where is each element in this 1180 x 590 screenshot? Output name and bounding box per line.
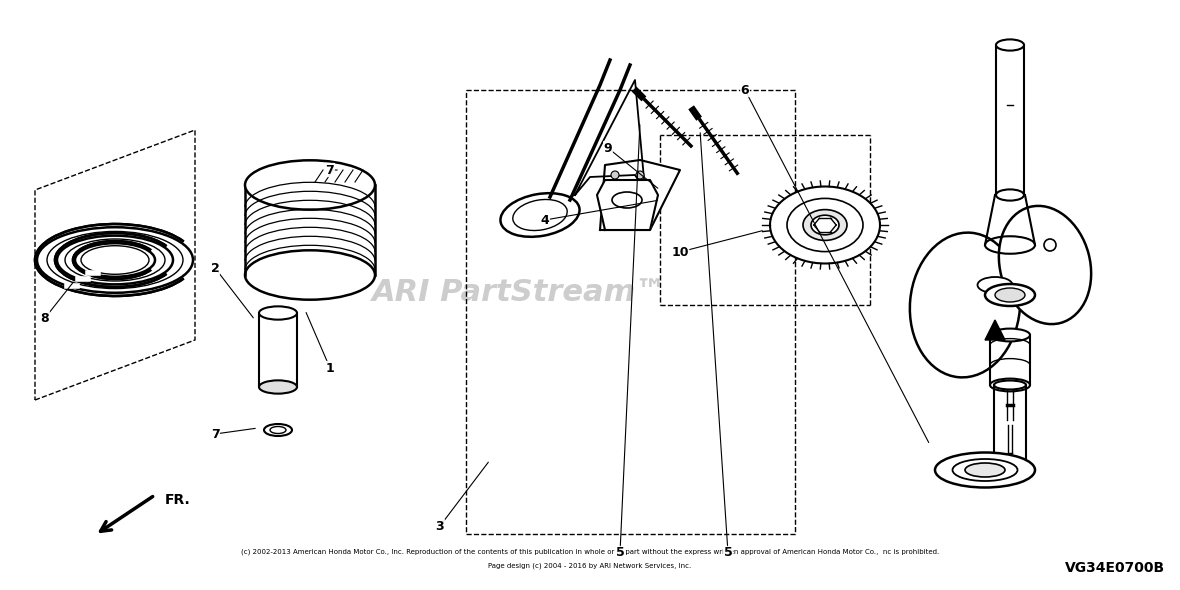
Text: 8: 8 — [40, 312, 50, 325]
Ellipse shape — [935, 453, 1035, 487]
Text: 7: 7 — [326, 163, 334, 176]
Polygon shape — [985, 320, 1005, 340]
Ellipse shape — [245, 160, 375, 209]
Ellipse shape — [977, 277, 1012, 293]
Polygon shape — [597, 180, 658, 230]
Text: 9: 9 — [604, 142, 612, 155]
Text: ARI PartStream™: ARI PartStream™ — [372, 277, 667, 307]
Text: 5: 5 — [723, 546, 733, 559]
Ellipse shape — [910, 232, 1021, 378]
Text: 3: 3 — [435, 520, 445, 533]
Text: VG34E0700B: VG34E0700B — [1064, 561, 1165, 575]
Ellipse shape — [258, 306, 297, 320]
Ellipse shape — [965, 463, 1005, 477]
Text: FR.: FR. — [165, 493, 191, 507]
Text: (c) 2002-2013 American Honda Motor Co., Inc. Reproduction of the contents of thi: (c) 2002-2013 American Honda Motor Co., … — [241, 549, 939, 555]
Text: 6: 6 — [741, 84, 749, 97]
Ellipse shape — [994, 381, 1025, 389]
Text: 1: 1 — [326, 362, 334, 375]
Polygon shape — [599, 160, 680, 230]
Ellipse shape — [612, 192, 642, 208]
Circle shape — [636, 171, 644, 179]
Ellipse shape — [811, 215, 839, 235]
Ellipse shape — [996, 40, 1024, 51]
Circle shape — [611, 171, 620, 179]
Ellipse shape — [990, 329, 1030, 342]
Text: 4: 4 — [540, 214, 550, 227]
Text: 5: 5 — [616, 546, 624, 559]
Ellipse shape — [804, 209, 847, 240]
Ellipse shape — [500, 193, 579, 237]
Text: Page design (c) 2004 - 2016 by ARI Network Services, Inc.: Page design (c) 2004 - 2016 by ARI Netwo… — [489, 563, 691, 569]
Ellipse shape — [787, 198, 863, 251]
Text: 10: 10 — [671, 245, 689, 258]
Circle shape — [1044, 239, 1056, 251]
Ellipse shape — [952, 459, 1017, 481]
Ellipse shape — [985, 284, 1035, 306]
Ellipse shape — [998, 206, 1092, 324]
Text: 2: 2 — [210, 261, 219, 274]
Ellipse shape — [258, 381, 297, 394]
Ellipse shape — [513, 199, 568, 231]
Ellipse shape — [995, 288, 1025, 302]
Text: 7: 7 — [210, 428, 219, 441]
Ellipse shape — [771, 186, 880, 264]
